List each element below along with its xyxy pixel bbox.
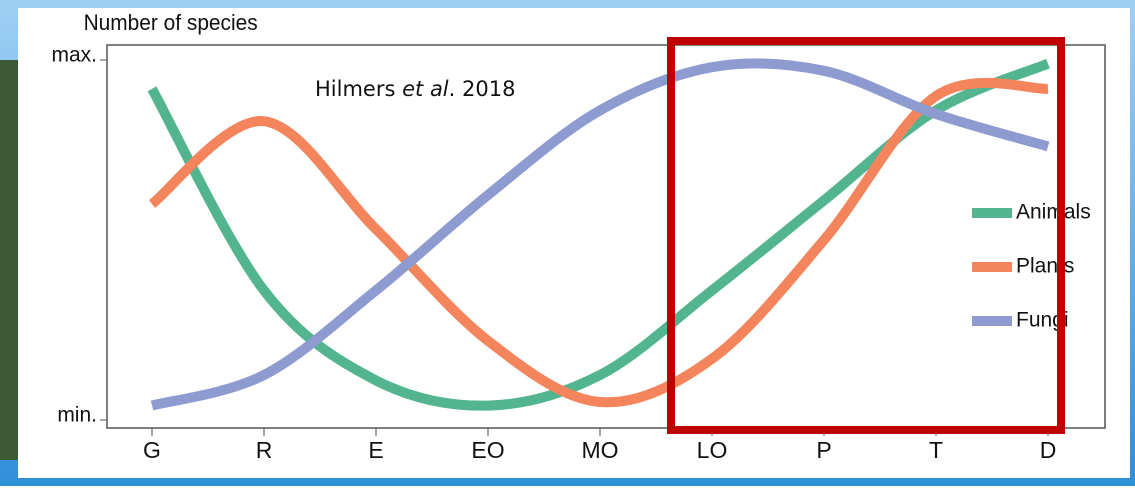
y-tick-label: max. [51, 44, 97, 67]
series-line [150, 58, 1050, 411]
series-line [148, 77, 1049, 408]
x-tick-label: R [256, 437, 273, 463]
x-tick-label: G [143, 437, 161, 463]
y-axis-title: Number of species [84, 10, 258, 35]
annotation-year: . 2018 [449, 77, 516, 101]
x-tick-label: E [368, 437, 383, 463]
annotation: Hilmers et al. 2018 [315, 77, 515, 101]
legend-label: Animals [1016, 201, 1091, 224]
legend-label: Plants [1016, 255, 1074, 278]
plot [147, 58, 1050, 411]
legend-label: Fungi [1016, 309, 1069, 332]
x-tick-label: MO [581, 437, 618, 463]
x-tick-label: LO [697, 437, 728, 463]
chart-panel [18, 8, 1130, 478]
side-image [0, 60, 18, 460]
annotation-author: Hilmers [315, 77, 395, 101]
x-tick-label: P [816, 437, 831, 463]
highlight-box [667, 37, 1065, 434]
annotation-etal: et al [402, 77, 449, 101]
x-tick-label: EO [471, 437, 504, 463]
x-tick-label: D [1040, 437, 1057, 463]
y-tick-label: min. [57, 404, 97, 427]
plot-frame [106, 44, 1106, 429]
x-tick-label: T [929, 437, 943, 463]
